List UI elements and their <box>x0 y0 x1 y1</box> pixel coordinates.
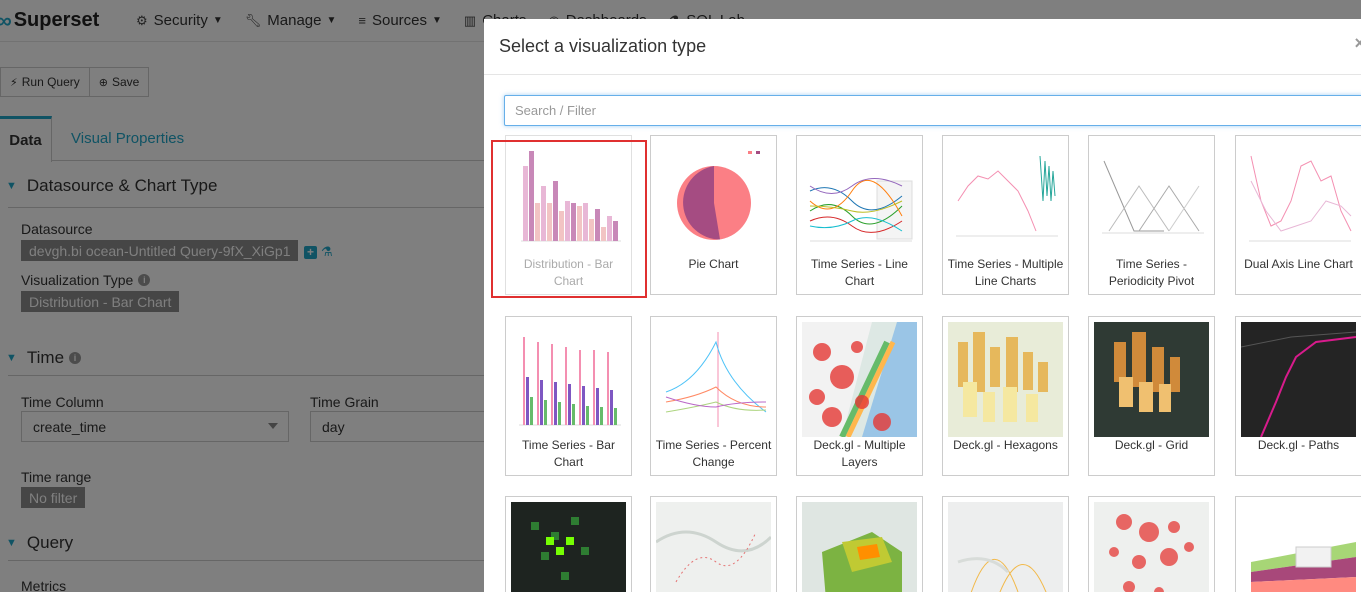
percent-change-thumbnail <box>656 322 771 437</box>
deckgl-grid-thumbnail <box>1094 322 1209 437</box>
viz-card-label: Time Series - Multiple Line Charts <box>947 257 1064 288</box>
viz-card-percent-change[interactable]: Time Series - Percent Change <box>650 316 777 476</box>
arc-thumbnail <box>948 502 1063 592</box>
viz-card-label: Deck.gl - Hexagons <box>953 438 1058 452</box>
viz-card-pie[interactable]: Pie Chart <box>650 135 777 295</box>
viz-card-deckgl-arc[interactable] <box>942 496 1069 592</box>
viz-card-deckgl-polygon[interactable] <box>796 496 923 592</box>
periodicity-thumbnail <box>1094 141 1209 256</box>
viz-card-deckgl-hexagons[interactable]: Deck.gl - Hexagons <box>942 316 1069 476</box>
ts-line-thumbnail <box>802 141 917 256</box>
viz-card-label: Deck.gl - Multiple Layers <box>813 438 906 469</box>
viz-card-label: Pie Chart <box>688 257 739 271</box>
viz-card-deckgl-grid[interactable]: Deck.gl - Grid <box>1088 316 1215 476</box>
viz-card-label: Time Series - Bar Chart <box>522 438 615 469</box>
area-thumbnail <box>1241 502 1356 592</box>
viz-card-deckgl-screengrid[interactable] <box>505 496 632 592</box>
deckgl-paths-thumbnail <box>1241 322 1356 437</box>
viz-card-dual-axis[interactable]: Dual Axis Line Chart <box>1235 135 1361 295</box>
viz-card-deckgl-paths[interactable]: Deck.gl - Paths <box>1235 316 1361 476</box>
ts-multi-line-thumbnail <box>948 141 1063 256</box>
viz-type-modal: Select a visualization type × <box>484 19 1361 592</box>
dual-axis-thumbnail <box>1241 141 1356 256</box>
viz-card-label: Time Series - Percent Change <box>655 438 772 469</box>
viz-card-deckgl-multi[interactable]: Deck.gl - Multiple Layers <box>796 316 923 476</box>
viz-card-periodicity[interactable]: Time Series - Periodicity Pivot <box>1088 135 1215 295</box>
viz-card-dist-bar[interactable]: Distribution - Bar Chart <box>505 135 632 295</box>
viz-card-label: Dual Axis Line Chart <box>1244 257 1353 271</box>
modal-header: Select a visualization type × <box>484 19 1361 75</box>
viz-card-deckgl-scatterplot[interactable] <box>1088 496 1215 592</box>
screengrid-thumbnail <box>511 502 626 592</box>
viz-card-ts-bar[interactable]: Time Series - Bar Chart <box>505 316 632 476</box>
dist-bar-thumbnail <box>511 141 626 256</box>
viz-card-sankey-area[interactable] <box>1235 496 1361 592</box>
modal-title: Select a visualization type <box>499 36 707 56</box>
ts-bar-thumbnail <box>511 322 626 437</box>
viz-card-label: Distribution - Bar Chart <box>523 257 614 288</box>
close-icon[interactable]: × <box>1354 33 1361 53</box>
polygon-thumbnail <box>802 502 917 592</box>
scatterplot-thumbnail <box>1094 502 1209 592</box>
search-input[interactable] <box>504 95 1361 126</box>
viz-card-ts-line[interactable]: Time Series - Line Chart <box>796 135 923 295</box>
deckgl-hexagons-thumbnail <box>948 322 1063 437</box>
deckgl-multi-thumbnail <box>802 322 917 437</box>
viz-card-label: Time Series - Periodicity Pivot <box>1108 257 1195 288</box>
viz-card-ts-multi-line[interactable]: Time Series - Multiple Line Charts <box>942 135 1069 295</box>
pie-thumbnail <box>656 141 771 256</box>
viz-card-label: Deck.gl - Grid <box>1114 438 1189 452</box>
viz-card-label: Time Series - Line Chart <box>811 257 908 288</box>
scatter-map-thumbnail <box>656 502 771 592</box>
viz-card-label: Deck.gl - Paths <box>1257 438 1340 452</box>
viz-card-deckgl-scatter[interactable] <box>650 496 777 592</box>
